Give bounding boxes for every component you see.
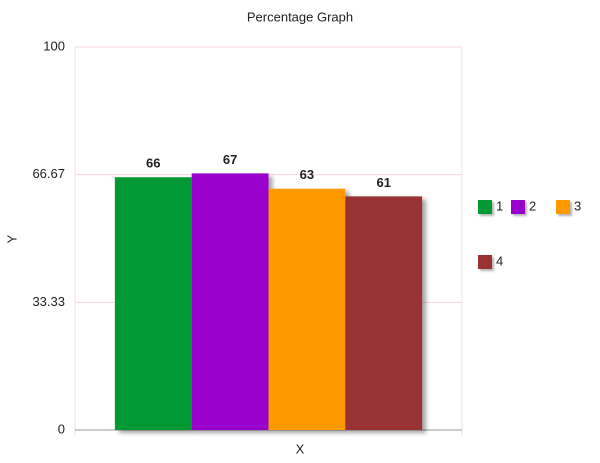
legend-swatch xyxy=(556,200,570,214)
value-label: 67 xyxy=(223,152,237,167)
chart-title: Percentage Graph xyxy=(247,9,353,24)
value-label: 61 xyxy=(376,175,390,190)
legend-swatch xyxy=(511,200,525,214)
y-tick-label: 0 xyxy=(58,421,65,436)
y-tick-label: 33.33 xyxy=(32,294,65,309)
x-axis-label: X xyxy=(296,441,305,456)
bar xyxy=(191,173,269,430)
value-label: 63 xyxy=(300,167,314,182)
legend-label: 1 xyxy=(496,198,503,213)
bar xyxy=(345,196,423,430)
legend-swatch xyxy=(478,200,492,214)
value-label: 66 xyxy=(146,156,160,171)
y-tick-label: 66.67 xyxy=(32,166,65,181)
bar xyxy=(114,177,192,430)
legend-label: 2 xyxy=(529,198,536,213)
y-tick-label: 100 xyxy=(43,38,65,53)
y-axis-label: Y xyxy=(4,234,19,243)
bar xyxy=(268,188,346,430)
legend-swatch xyxy=(478,255,492,269)
legend-label: 3 xyxy=(574,198,581,213)
legend-label: 4 xyxy=(496,253,503,268)
